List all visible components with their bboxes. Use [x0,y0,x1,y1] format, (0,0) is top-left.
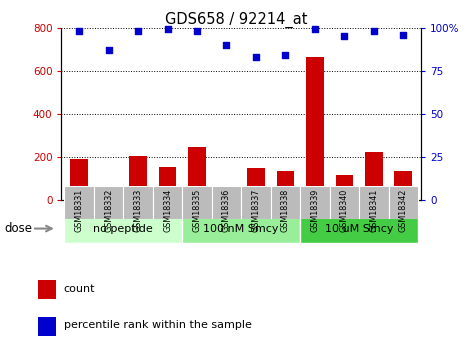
Point [134,28,142,34]
Text: GSM18337: GSM18337 [252,189,261,232]
Bar [300,214,418,243]
Bar [218,191,236,200]
Point [75,28,83,34]
Bar [188,147,206,200]
Bar [100,194,117,200]
Point [223,42,230,48]
Bar [394,171,412,200]
Text: GSM18338: GSM18338 [281,189,290,232]
Text: 10 uM Smcy: 10 uM Smcy [325,224,394,234]
Bar [365,151,383,200]
Bar [212,186,241,219]
Text: 100 nM Smcy: 100 nM Smcy [203,224,279,234]
Point [341,33,348,39]
Text: GSM18341: GSM18341 [369,189,378,232]
Bar [70,159,88,200]
Bar [129,156,147,200]
Bar [330,186,359,219]
Bar [335,175,353,200]
Point [252,54,260,60]
Bar [306,57,324,200]
Bar [359,186,388,219]
Text: GSM18332: GSM18332 [104,189,113,232]
Text: GDS658 / 92214_at: GDS658 / 92214_at [165,12,308,28]
Text: GSM18331: GSM18331 [75,189,84,232]
Text: percentile rank within the sample: percentile rank within the sample [64,320,252,330]
Text: GSM18333: GSM18333 [133,189,142,232]
Point [311,27,319,32]
Text: GSM18342: GSM18342 [399,189,408,232]
Bar [153,186,182,219]
Text: GSM18339: GSM18339 [310,189,319,232]
Text: no peptide: no peptide [94,224,153,234]
Point [164,27,171,32]
Bar [388,186,418,219]
Bar [64,186,94,219]
Point [400,32,407,37]
Point [281,52,289,58]
Point [105,47,113,53]
Text: dose: dose [5,222,33,235]
Bar [64,214,182,243]
Text: GSM18334: GSM18334 [163,189,172,232]
Bar [271,186,300,219]
Bar [277,171,294,200]
Bar [159,167,176,200]
Text: GSM18336: GSM18336 [222,189,231,232]
Bar [182,214,300,243]
Text: GSM18340: GSM18340 [340,189,349,232]
Bar [247,168,265,200]
Point [370,28,377,34]
Bar [38,280,56,299]
Text: count: count [64,284,96,294]
Point [193,28,201,34]
Bar [241,186,271,219]
Bar [38,317,56,336]
Text: GSM18335: GSM18335 [193,189,201,232]
Bar [123,186,153,219]
Bar [94,186,123,219]
Bar [182,186,212,219]
Bar [300,186,330,219]
